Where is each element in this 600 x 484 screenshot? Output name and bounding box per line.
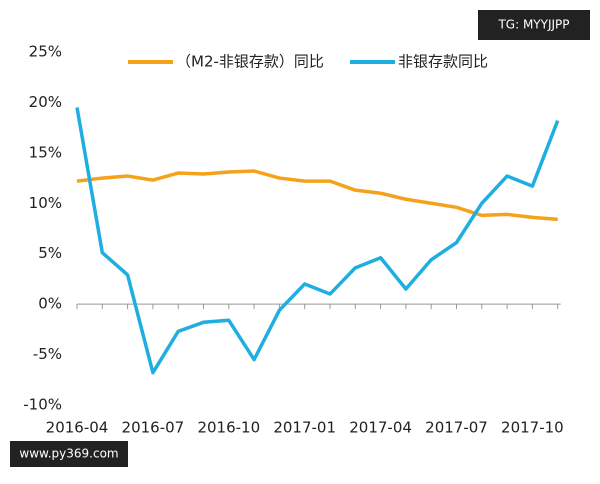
x-tick-label: 2017-04 [349, 419, 412, 437]
watermark: TG: MYYJJPP [497, 18, 569, 32]
line-series [76, 169, 558, 222]
y-tick-label: 10% [29, 194, 62, 212]
x-tick-label: 2017-01 [273, 419, 336, 437]
x-tick-label: 2017-07 [425, 419, 488, 437]
legend-label: （M2-非银存款）同比 [176, 53, 324, 71]
y-tick-label: 0% [38, 295, 62, 313]
legend-label: 非银存款同比 [398, 53, 488, 71]
watermark-box [478, 10, 590, 40]
line-series [75, 107, 560, 375]
y-tick-label: 20% [29, 93, 62, 111]
x-tick-label: 2016-10 [197, 419, 260, 437]
y-tick-label: 5% [38, 244, 62, 262]
watermark: www.py369.com [19, 447, 118, 461]
y-tick-label: 25% [29, 43, 62, 61]
x-tick-label: 2017-10 [501, 419, 564, 437]
x-tick-label: 2016-07 [122, 419, 185, 437]
y-tick-label: -5% [33, 345, 62, 363]
x-tick-label: 2016-04 [46, 419, 109, 437]
y-tick-label: -10% [23, 396, 62, 414]
watermark-box [10, 441, 128, 467]
y-tick-label: 15% [29, 143, 62, 161]
